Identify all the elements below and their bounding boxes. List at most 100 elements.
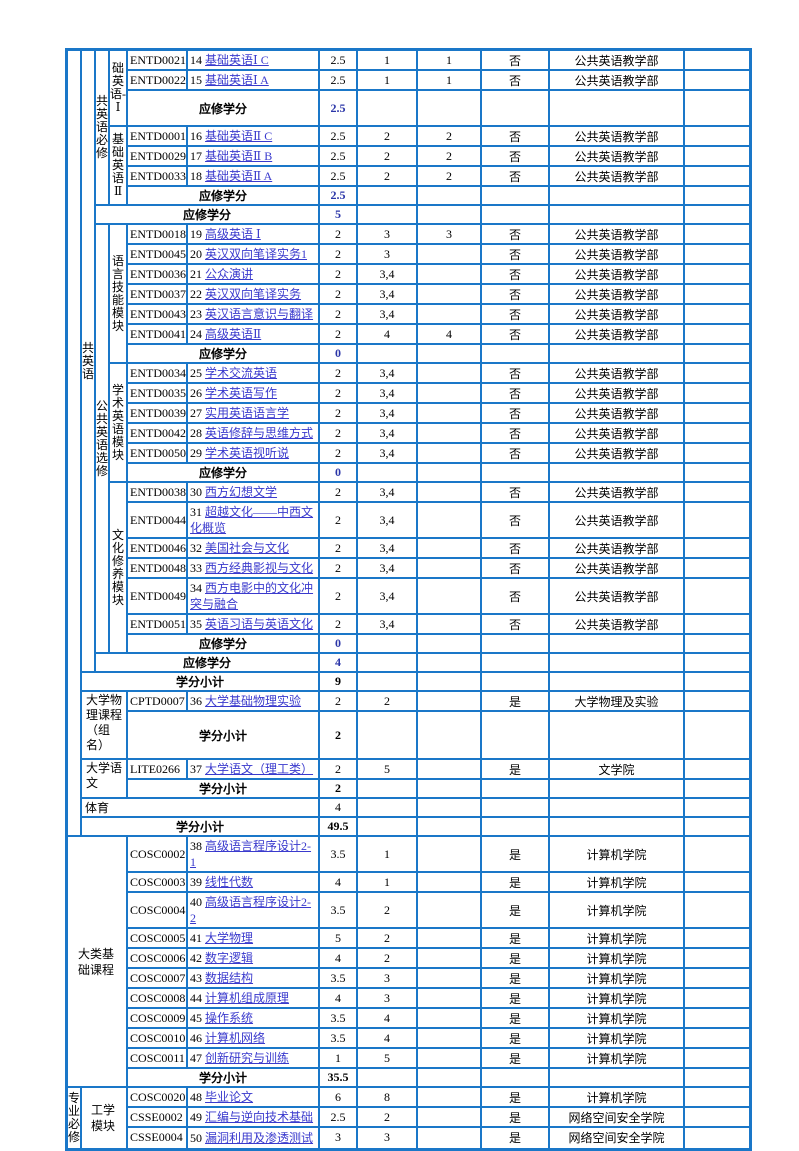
course-name-cell: 38 高级语言程序设计2-1 [186,835,321,873]
credit-cell: 2 [318,362,359,384]
course-name-cell: 46 计算机网络 [186,1027,321,1049]
course-link[interactable]: 学术英语写作 [205,386,278,400]
notes-cell [683,778,752,799]
semester-cell-2 [416,1067,483,1088]
department-cell [548,343,686,364]
course-link[interactable]: 西方幻想文学 [205,485,278,499]
semester-cell-2 [416,927,483,949]
required-credits-label: 应修学分 [126,185,321,206]
course-number: 48 [190,1090,203,1104]
required-flag-cell [480,185,551,206]
semester-cell: 4 [356,323,419,345]
course-link[interactable]: 基础英语Ⅱ C [205,129,273,143]
course-link[interactable]: 操作系统 [205,1011,254,1025]
course-link[interactable]: 高级语言程序设计2-2 [190,895,312,925]
required-credits-value: 0 [318,633,359,654]
course-link[interactable]: 线性代数 [205,875,254,889]
course-number: 16 [190,129,203,143]
required-credits-label: 应修学分 [126,343,321,364]
required-flag-cell: 是 [480,758,551,780]
course-link[interactable]: 基础英语Ⅱ A [205,169,273,183]
department-cell: 计算机学院 [548,1007,686,1029]
department-cell [548,185,686,206]
required-flag-cell [480,204,551,225]
table-row: COSC0010 46 计算机网络 3.5 4 是计算机学院 [67,1027,752,1049]
course-name-cell: 21 公众演讲 [186,263,321,285]
notes-cell [683,871,752,893]
course-code-cell: ENTD0039 [126,402,189,424]
course-link[interactable]: 汇编与逆向技术基础 [205,1110,314,1124]
credit-cell: 4 [318,987,359,1009]
course-link[interactable]: 计算机网络 [205,1031,266,1045]
course-name-cell: 25 学术交流英语 [186,362,321,384]
module-basic-english-2: 基础英语Ⅱ [108,125,129,206]
credit-cell: 2 [318,577,359,615]
course-link[interactable]: 大学语文（理工类） [205,762,314,776]
semester-cell-2 [416,967,483,989]
required-flag-cell: 否 [480,69,551,91]
required-flag-cell: 是 [480,1027,551,1049]
notes-cell [683,89,752,127]
course-link[interactable]: 基础英语Ⅱ B [205,149,273,163]
course-link[interactable]: 公众演讲 [205,267,254,281]
credit-cell: 3 [318,1126,359,1150]
module-engineering: 工学模块 [80,1086,129,1150]
department-cell: 计算机学院 [548,987,686,1009]
course-link[interactable]: 美国社会与文化 [205,541,290,555]
course-link[interactable]: 高级英语Ⅱ [205,327,262,341]
course-link[interactable]: 漏洞利用及渗透测试 [205,1130,314,1145]
required-flag-cell [480,89,551,127]
course-link[interactable]: 毕业论文 [205,1090,254,1104]
semester-cell [356,671,419,692]
table-row: 共英语 共英语必修 础英语-Ⅰ ENTD0021 14 基础英语Ⅰ C 2.5 1 1 否公共英… [65,48,752,837]
course-link[interactable]: 高级语言程序设计2-1 [190,839,312,869]
course-code-cell: ENTD0041 [126,323,189,345]
course-link[interactable]: 学术交流英语 [205,366,278,380]
notes-cell [683,891,752,929]
course-link[interactable]: 大学物理 [205,931,254,945]
semester-cell-2: 2 [416,125,483,147]
semester-cell: 5 [356,1047,419,1069]
table-row: ENTD0037 22 英汉双向笔译实务 2 3,4 否公共英语教学部 [67,283,752,305]
course-link[interactable]: 数据结构 [205,971,254,985]
course-link[interactable]: 英汉双向笔译实务 [205,287,302,301]
required-flag-cell: 否 [480,125,551,147]
course-link[interactable]: 英汉语言意识与翻译 [205,307,314,321]
course-number: 25 [190,366,203,380]
course-number: 17 [190,149,203,163]
notes-cell [683,947,752,969]
semester-cell [356,633,419,654]
semester-cell-2 [416,987,483,1009]
notes-cell [683,1027,752,1049]
course-link[interactable]: 西方电影中的文化冲突与融合 [190,581,314,611]
course-link[interactable]: 创新研究与训练 [205,1051,290,1065]
required-credits-value: 0 [318,343,359,364]
required-flag-cell: 是 [480,1007,551,1029]
course-link[interactable]: 计算机组成原理 [205,991,290,1005]
required-credits-label: 应修学分 [94,204,321,225]
course-link[interactable]: 英汉双向笔译实务1 [205,247,308,261]
course-link[interactable]: 数字逻辑 [205,951,254,965]
course-link[interactable]: 大学基础物理实验 [205,694,302,708]
course-link[interactable]: 超越文化——中西文化概览 [190,505,314,535]
course-link[interactable]: 实用英语语言学 [205,406,290,420]
semester-cell-2: 2 [416,145,483,167]
department-cell: 计算机学院 [548,927,686,949]
course-link[interactable]: 英语习语与英语文化 [205,617,314,631]
course-code-cell: COSC0006 [126,947,189,969]
course-link[interactable]: 学术英语视听说 [205,446,290,460]
course-link[interactable]: 基础英语Ⅰ C [205,53,269,67]
course-code-cell: COSC0002 [126,835,189,873]
course-link[interactable]: 基础英语Ⅰ A [205,73,269,87]
course-number: 23 [190,307,203,321]
required-flag-cell: 否 [480,303,551,325]
course-link[interactable]: 高级英语 Ⅰ [205,227,261,241]
required-flag-cell: 是 [480,947,551,969]
notes-cell [683,501,752,539]
credit-cell: 2 [318,690,359,712]
course-number: 44 [190,991,203,1005]
required-credits-label: 应修学分 [126,462,321,483]
course-link[interactable]: 英语修辞与思维方式 [205,426,314,440]
semester-cell: 2 [356,690,419,712]
course-link[interactable]: 西方经典影视与文化 [205,561,314,575]
